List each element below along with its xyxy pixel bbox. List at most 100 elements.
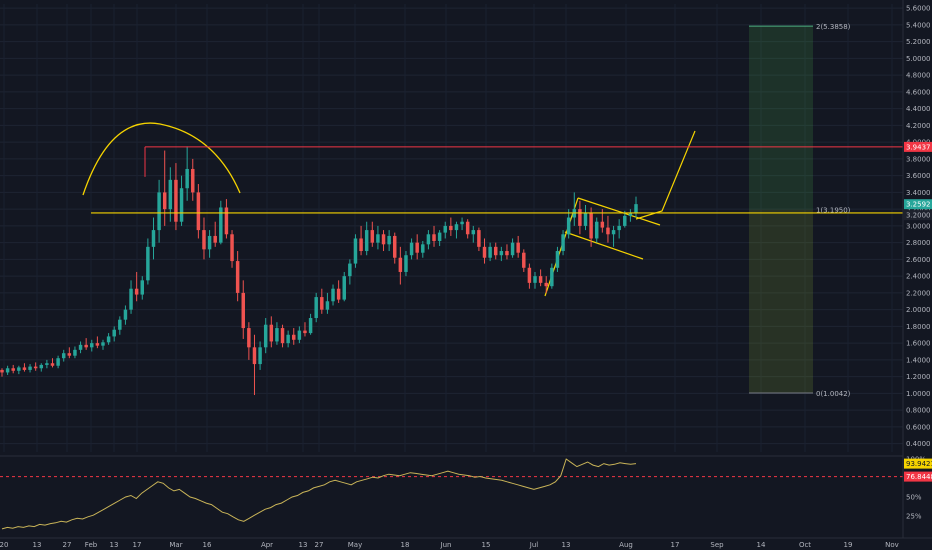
price-tick-label: 5.0000 — [906, 55, 931, 63]
candle-body — [617, 225, 621, 231]
candle-body — [634, 204, 638, 214]
time-tick-label: 13 — [562, 541, 571, 549]
time-tick-label: 27 — [63, 541, 72, 549]
grid-lines — [0, 4, 903, 452]
fib-bottom-label: 0(1.0042) — [816, 390, 851, 398]
candle-body — [33, 366, 38, 369]
candle-body — [533, 276, 537, 283]
candle-body — [297, 330, 302, 340]
time-tick-label: 14 — [757, 541, 766, 549]
candle-body — [56, 358, 60, 366]
candle-body — [398, 257, 403, 272]
price-tick-label: 4.8000 — [906, 72, 931, 80]
candle-body — [623, 215, 627, 226]
candle-body — [286, 334, 290, 344]
candle-body — [437, 232, 442, 241]
time-tick-label: 13 — [33, 541, 42, 549]
price-tag-label: 93.9421 — [906, 460, 932, 468]
level-lines — [91, 146, 903, 214]
price-tick-label: 0.8000 — [906, 407, 931, 415]
candle-body — [538, 276, 543, 283]
candle-body — [353, 238, 358, 264]
candle-body — [292, 334, 296, 340]
price-tag-label: 3.9437 — [906, 143, 931, 151]
candle-body — [359, 238, 363, 252]
time-tick-label: Sep — [710, 541, 724, 549]
candle-body — [95, 343, 100, 346]
candle-body — [404, 255, 408, 272]
candle-body — [443, 225, 447, 233]
indicator-tick-label: 25% — [906, 513, 922, 521]
indicator-line — [1, 458, 637, 530]
candle-body — [583, 213, 588, 226]
price-tick-label: 3.0000 — [906, 222, 931, 230]
candle-body — [432, 234, 436, 241]
fib-upper-zone — [749, 26, 813, 210]
time-tick-label: 15 — [482, 541, 491, 549]
price-tick-label: 2.6000 — [906, 256, 931, 264]
candle-body — [67, 353, 72, 356]
price-tick-label: 1.0000 — [906, 390, 931, 398]
candlestick-series — [0, 146, 638, 396]
candle-body — [505, 251, 509, 256]
candle-body — [123, 309, 128, 320]
time-tick-label: 27 — [315, 541, 324, 549]
candle-body — [308, 318, 313, 334]
candle-body — [325, 301, 330, 310]
price-tick-label: 1.6000 — [906, 340, 931, 348]
time-tick-label: 18 — [401, 541, 410, 549]
candle-body — [493, 246, 498, 256]
time-tick-label: 13 — [110, 541, 119, 549]
fib-projection — [749, 25, 813, 394]
price-tick-label: 2.4000 — [906, 273, 931, 281]
candle-body — [191, 168, 195, 193]
candle-body — [90, 343, 94, 348]
price-tag-bg — [904, 471, 932, 482]
candle-body — [224, 207, 229, 235]
price-tick-label: 2.8000 — [906, 239, 931, 247]
candle-body — [348, 263, 352, 277]
time-tick-label: 19 — [844, 541, 853, 549]
candle-body — [550, 267, 554, 287]
time-axis[interactable]: 20 13 27 Feb 13 17 Mar 16 Apr 13 27 May 18 Jun 15 Jul 13… — [0, 537, 932, 550]
price-tick-label: 5.6000 — [906, 5, 931, 13]
price-tick-label: 3.4000 — [906, 189, 931, 197]
candle-body — [219, 207, 223, 243]
candle-body — [185, 168, 189, 189]
candle-body — [555, 251, 560, 268]
fib-top-label: 2(5.3858) — [816, 23, 851, 31]
time-tick-label: Apr — [261, 541, 273, 549]
candle-body — [45, 363, 49, 365]
candle-body — [320, 297, 324, 310]
candle-body — [39, 364, 44, 369]
price-tag-label: 3.2000 — [906, 212, 931, 220]
price-axis-bg — [903, 0, 932, 540]
flag-lower-line — [564, 231, 644, 260]
candle-body — [146, 246, 150, 281]
candle-body — [611, 230, 616, 235]
candle-body — [118, 319, 122, 330]
candle-body — [22, 367, 27, 370]
candle-body — [606, 227, 610, 235]
candle-body — [134, 288, 139, 295]
candle-body — [258, 347, 262, 365]
candle-body — [11, 368, 15, 371]
price-tick-label: 0.4000 — [906, 440, 931, 448]
time-axis-bg — [0, 538, 932, 550]
candle-body — [594, 221, 599, 239]
candle-body — [162, 192, 167, 210]
candle-body — [61, 353, 66, 359]
time-tick-label: 17 — [671, 541, 680, 549]
candle-body — [331, 288, 335, 302]
candle-body — [499, 251, 504, 256]
oscillator-pane — [0, 455, 932, 530]
candle-body — [510, 242, 515, 256]
candle-body — [78, 344, 83, 350]
price-tag-bg — [904, 210, 932, 221]
candle-body — [376, 234, 380, 243]
candle-body — [421, 244, 425, 253]
candle-body — [488, 246, 492, 258]
candle-body — [527, 267, 532, 283]
